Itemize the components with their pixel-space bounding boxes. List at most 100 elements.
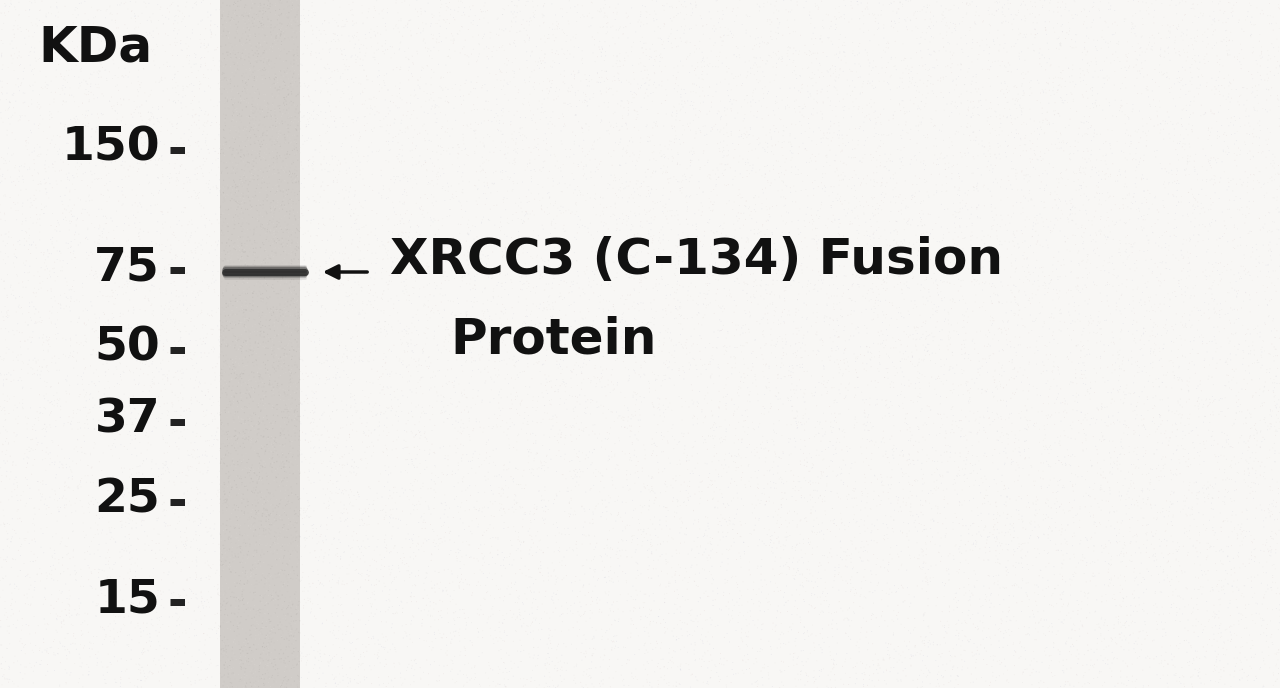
Point bbox=[906, 412, 927, 423]
Point bbox=[593, 495, 613, 506]
Point bbox=[356, 376, 376, 387]
Point bbox=[278, 67, 298, 78]
Point bbox=[1210, 59, 1230, 70]
Point bbox=[402, 57, 422, 68]
Point bbox=[1009, 435, 1029, 446]
Point bbox=[745, 206, 765, 217]
Point bbox=[1011, 596, 1032, 607]
Point bbox=[925, 305, 946, 316]
Point bbox=[212, 463, 233, 474]
Point bbox=[1001, 305, 1021, 316]
Point bbox=[73, 215, 93, 226]
Point bbox=[809, 665, 829, 676]
Point bbox=[224, 551, 244, 562]
Point bbox=[54, 214, 74, 225]
Point bbox=[832, 129, 852, 140]
Point bbox=[355, 195, 375, 206]
Point bbox=[612, 545, 632, 556]
Point bbox=[1157, 325, 1178, 336]
Point bbox=[461, 17, 481, 28]
Point bbox=[115, 171, 136, 182]
Point bbox=[20, 402, 41, 413]
Point bbox=[608, 25, 628, 36]
Point bbox=[402, 246, 422, 257]
Point bbox=[285, 334, 306, 345]
Point bbox=[1151, 419, 1171, 430]
Point bbox=[101, 101, 122, 112]
Point bbox=[1147, 272, 1167, 283]
Point bbox=[819, 548, 840, 559]
Point bbox=[218, 656, 238, 667]
Point bbox=[124, 680, 145, 688]
Point bbox=[394, 552, 415, 563]
Point bbox=[274, 164, 294, 175]
Point bbox=[228, 552, 248, 563]
Point bbox=[790, 455, 810, 466]
Point bbox=[404, 462, 425, 473]
Point bbox=[24, 146, 45, 157]
Point bbox=[324, 532, 344, 543]
Point bbox=[1266, 424, 1280, 436]
Point bbox=[374, 552, 394, 563]
Point bbox=[282, 361, 302, 372]
Point bbox=[850, 72, 870, 83]
Point bbox=[767, 4, 787, 15]
Point bbox=[682, 3, 703, 14]
Point bbox=[508, 479, 529, 490]
Point bbox=[406, 309, 426, 320]
Point bbox=[174, 541, 195, 552]
Point bbox=[1157, 288, 1178, 299]
Point bbox=[596, 73, 617, 84]
Point bbox=[287, 326, 307, 337]
Point bbox=[278, 659, 298, 670]
Point bbox=[1185, 645, 1206, 656]
Point bbox=[756, 465, 777, 476]
Point bbox=[897, 321, 918, 332]
Point bbox=[45, 319, 65, 330]
Point bbox=[223, 591, 243, 602]
Point bbox=[966, 654, 987, 665]
Point bbox=[45, 329, 65, 340]
Point bbox=[451, 563, 471, 574]
Point bbox=[239, 625, 260, 636]
Point bbox=[602, 645, 622, 656]
Point bbox=[594, 327, 614, 338]
Point bbox=[259, 341, 279, 352]
Point bbox=[1258, 310, 1279, 321]
Point bbox=[769, 83, 790, 94]
Point bbox=[129, 378, 150, 389]
Point bbox=[732, 433, 753, 444]
Point bbox=[658, 33, 678, 44]
Point bbox=[681, 87, 701, 98]
Point bbox=[681, 96, 701, 107]
Point bbox=[1151, 586, 1171, 597]
Point bbox=[159, 430, 179, 441]
Point bbox=[669, 470, 690, 481]
Point bbox=[974, 254, 995, 265]
Point bbox=[984, 149, 1005, 160]
Point bbox=[1087, 444, 1107, 455]
Point bbox=[740, 129, 760, 140]
Point bbox=[684, 575, 704, 586]
Point bbox=[314, 270, 334, 281]
Point bbox=[131, 414, 151, 425]
Point bbox=[12, 225, 32, 236]
Point bbox=[1057, 212, 1078, 223]
Point bbox=[1112, 442, 1133, 453]
Point bbox=[712, 147, 732, 158]
Point bbox=[1083, 14, 1103, 25]
Point bbox=[1243, 87, 1263, 98]
Point bbox=[211, 340, 232, 351]
Point bbox=[1203, 409, 1224, 420]
Point bbox=[230, 317, 251, 328]
Point bbox=[230, 340, 251, 351]
Point bbox=[225, 445, 246, 456]
Point bbox=[686, 231, 707, 242]
Point bbox=[264, 232, 284, 243]
Point bbox=[381, 493, 402, 504]
Point bbox=[200, 523, 220, 534]
Point bbox=[216, 682, 237, 688]
Point bbox=[1, 604, 22, 615]
Point bbox=[265, 104, 285, 115]
Point bbox=[1228, 602, 1248, 613]
